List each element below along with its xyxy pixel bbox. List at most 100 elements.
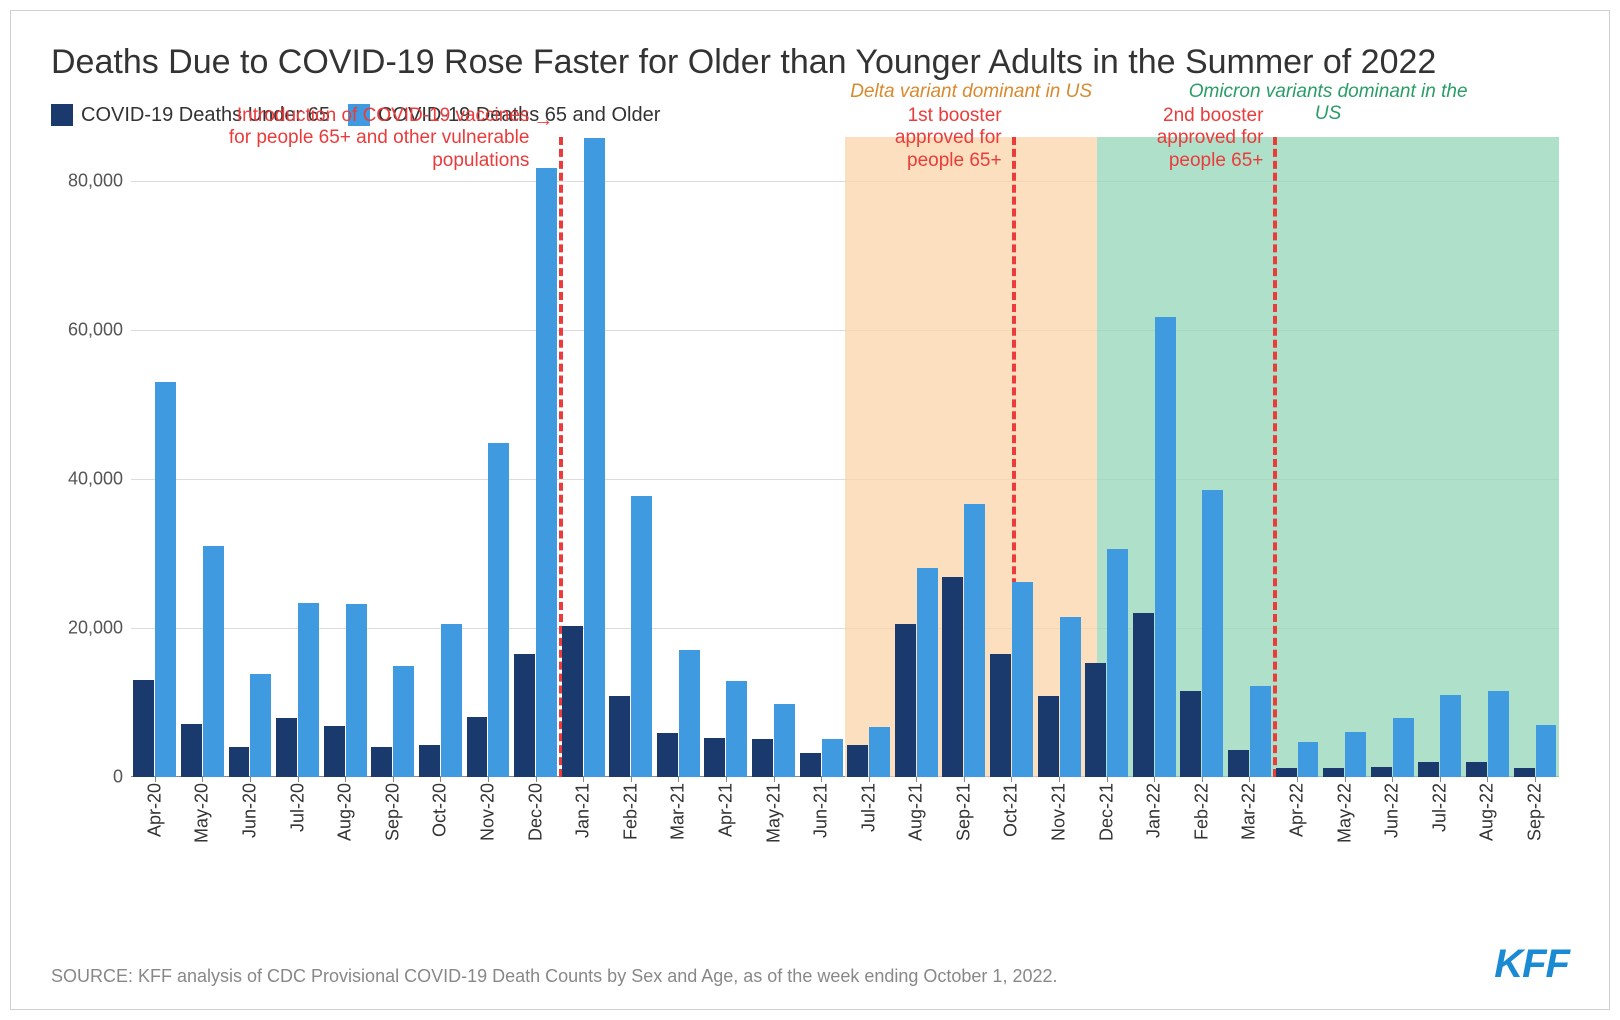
month-group [131,137,179,777]
month-group [1511,137,1559,777]
bar-over65 [584,138,605,777]
chart-container: Deaths Due to COVID-19 Rose Faster for O… [10,10,1610,1010]
x-tick-label: Jan-22 [1130,777,1178,877]
bar-under65 [324,726,345,777]
x-tick-label: Apr-21 [702,777,750,877]
x-tick-label: Oct-20 [417,777,465,877]
x-tick-label: Oct-21 [988,777,1036,877]
month-group [512,137,560,777]
bar-over65 [393,666,414,777]
month-group [655,137,703,777]
bar-over65 [774,704,795,777]
x-axis-labels: Apr-20May-20Jun-20Jul-20Aug-20Sep-20Oct-… [131,777,1559,877]
bar-over65 [1345,732,1366,777]
month-group [1083,137,1131,777]
bar-under65 [419,745,440,776]
bar-over65 [1440,695,1461,777]
y-axis: 020,00040,00060,00080,000 [51,137,131,777]
x-tick-label: Dec-20 [512,777,560,877]
bar-over65 [1298,742,1319,777]
month-group [607,137,655,777]
month-group [1416,137,1464,777]
x-tick-label: Sep-20 [369,777,417,877]
bar-under65 [1418,762,1439,776]
bar-over65 [631,496,652,777]
month-group [1226,137,1274,777]
month-group [559,137,607,777]
x-tick-label: Nov-20 [464,777,512,877]
month-group [1035,137,1083,777]
bar-under65 [1276,768,1297,777]
month-group [274,137,322,777]
bar-under65 [990,654,1011,777]
x-tick-label: Jul-21 [845,777,893,877]
bar-over65 [536,168,557,777]
month-group [464,137,512,777]
x-tick-label: Apr-20 [131,777,179,877]
month-group [417,137,465,777]
x-tick-label: Sep-21 [940,777,988,877]
x-tick-label: Apr-22 [1273,777,1321,877]
bar-under65 [1371,767,1392,777]
y-tick-label: 80,000 [68,171,123,192]
bar-under65 [704,738,725,777]
bar-under65 [1085,663,1106,776]
bar-under65 [276,718,297,776]
bar-under65 [133,680,154,777]
bar-under65 [371,747,392,777]
bar-under65 [1133,613,1154,777]
bar-under65 [942,577,963,776]
month-group [1273,137,1321,777]
x-tick-label: Nov-21 [1035,777,1083,877]
bar-over65 [1536,725,1557,776]
x-tick-label: Aug-21 [893,777,941,877]
month-group [893,137,941,777]
bar-over65 [1202,490,1223,777]
month-group [1178,137,1226,777]
bar-over65 [1155,317,1176,777]
bar-under65 [800,753,821,777]
x-tick-label: Jun-20 [226,777,274,877]
vline-label: 1st booster approved for people 65+ [862,105,1002,173]
vline-label: 2nd booster approved for people 65+ [1123,105,1263,173]
month-group [702,137,750,777]
y-tick-label: 60,000 [68,319,123,340]
month-group [1368,137,1416,777]
month-group [321,137,369,777]
bar-under65 [562,626,583,776]
y-tick-label: 20,000 [68,617,123,638]
bar-under65 [752,739,773,776]
bar-over65 [1107,549,1128,777]
bar-over65 [441,624,462,777]
bar-over65 [1250,686,1271,776]
vline-label: Introduction of COVID-19 vaccines for pe… [219,105,529,173]
bar-over65 [964,504,985,776]
x-tick-label: Dec-21 [1083,777,1131,877]
x-tick-label: Jan-21 [559,777,607,877]
month-group [1130,137,1178,777]
footer-row: SOURCE: KFF analysis of CDC Provisional … [51,942,1569,987]
bar-over65 [488,443,509,776]
plot-area: 020,00040,00060,00080,000 Delta variant … [131,137,1559,777]
legend-swatch-under65 [51,104,73,126]
bar-under65 [1514,768,1535,776]
arrow-icon: → [533,109,553,132]
bar-under65 [1180,691,1201,777]
bar-over65 [155,382,176,776]
x-tick-label: Sep-22 [1511,777,1559,877]
source-text: SOURCE: KFF analysis of CDC Provisional … [51,966,1058,987]
bar-over65 [726,681,747,776]
x-tick-label: Aug-22 [1464,777,1512,877]
bar-over65 [346,604,367,777]
x-tick-label: Jun-21 [797,777,845,877]
x-tick-label: Mar-22 [1226,777,1274,877]
x-tick-label: Feb-22 [1178,777,1226,877]
month-group [179,137,227,777]
x-tick-label: Jul-20 [274,777,322,877]
bar-under65 [1038,696,1059,776]
bars-row [131,137,1559,777]
bar-under65 [229,747,250,777]
x-tick-label: Mar-21 [655,777,703,877]
bar-under65 [1466,762,1487,776]
x-tick-label: May-22 [1321,777,1369,877]
